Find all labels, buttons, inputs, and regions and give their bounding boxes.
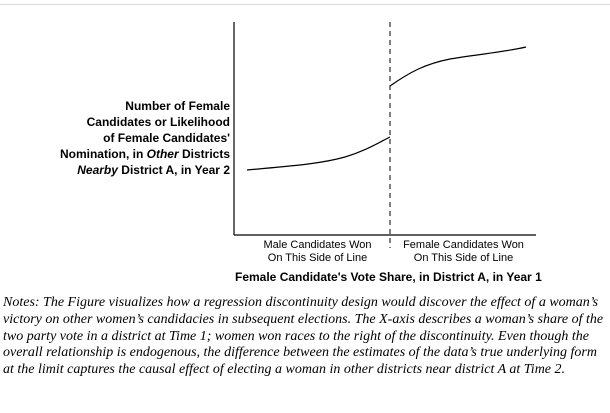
- ylabel-line-4b: Other: [146, 147, 179, 161]
- ylabel-line-5: Nearby District A, in Year 2: [40, 162, 230, 178]
- figure-notes: Notes: The Figure visualizes how a regre…: [3, 295, 604, 378]
- x-axis-label: Female Candidate's Vote Share, in Distri…: [235, 270, 542, 284]
- ylabel-line-4c: Districts: [178, 147, 230, 161]
- right-trend-curve: [389, 46, 527, 87]
- left-region-label: Male Candidates Won On This Side of Line: [250, 239, 385, 265]
- ylabel-line-2: Candidates or Likelihood: [86, 115, 230, 129]
- left-region-line-2: On This Side of Line: [267, 252, 368, 264]
- rd-figure: Number of Female Candidates or Likelihoo…: [40, 22, 542, 284]
- ylabel-line-3: of Female Candidates': [103, 131, 230, 145]
- left-trend-curve: [246, 136, 391, 171]
- right-region-line-2: On This Side of Line: [413, 252, 514, 264]
- ylabel-line-4: Nomination, in Other Districts: [40, 146, 230, 162]
- right-region-label: Female Candidates Won On This Side of Li…: [396, 239, 531, 265]
- left-region-line-1: Male Candidates Won: [263, 239, 372, 251]
- right-region-line-1: Female Candidates Won: [403, 239, 524, 251]
- top-divider: [0, 4, 610, 5]
- rd-diagram-svg: [233, 22, 536, 248]
- ylabel-line-5a: Nearby: [77, 163, 118, 177]
- ylabel-line-1: Number of Female: [125, 99, 230, 113]
- ylabel-line-4a: Nomination, in: [59, 147, 147, 161]
- y-axis-label: Number of Female Candidates or Likelihoo…: [40, 98, 230, 178]
- ylabel-line-5b: District A, in Year 2: [117, 163, 230, 177]
